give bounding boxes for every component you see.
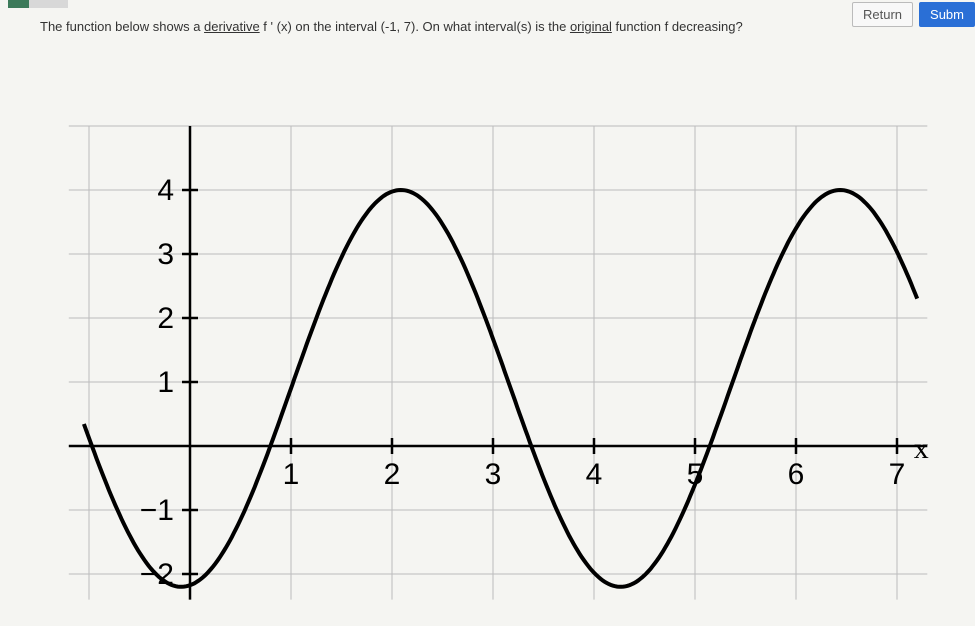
chart-svg: 1234567−2−11234x: [20, 56, 960, 616]
x-tick-label: 1: [283, 458, 300, 491]
x-tick-label: 2: [384, 458, 401, 491]
y-tick-label: 1: [157, 366, 174, 399]
y-tick-label: 2: [157, 302, 174, 335]
x-tick-label: 7: [889, 458, 906, 491]
question-mid2: function f decreasing?: [612, 19, 743, 34]
y-tick-label: −1: [140, 494, 174, 527]
question-u1: derivative: [204, 19, 260, 34]
y-tick-label: 3: [157, 238, 174, 271]
chart-container: 1234567−2−11234x: [20, 56, 960, 616]
y-tick-label: 4: [157, 174, 174, 207]
question-text: The function below shows a derivative f …: [40, 18, 955, 36]
x-tick-label: 6: [788, 458, 805, 491]
progress-fill: [8, 0, 29, 8]
question-pre: The function below shows a: [40, 19, 204, 34]
x-tick-label: 4: [586, 458, 603, 491]
progress-bar: [8, 0, 68, 8]
x-tick-label: 3: [485, 458, 502, 491]
question-mid1: f ' (x) on the interval (-1, 7). On what…: [260, 19, 570, 34]
x-axis-label: x: [914, 432, 929, 465]
question-u2: original: [570, 19, 612, 34]
